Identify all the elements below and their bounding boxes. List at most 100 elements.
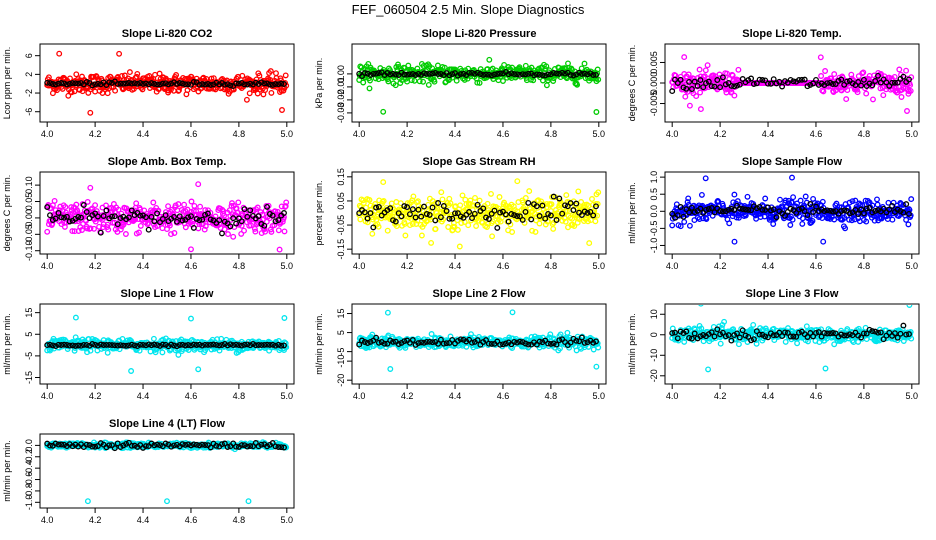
data-point <box>822 68 829 74</box>
data-point <box>375 223 382 230</box>
mean-point <box>739 327 746 334</box>
data-point <box>73 201 80 208</box>
mean-point <box>672 329 678 336</box>
data-point <box>731 191 738 198</box>
data-point <box>907 82 914 89</box>
x-tick-label: 4.8 <box>858 391 871 401</box>
mean-point <box>469 339 475 346</box>
mean-point <box>202 211 209 218</box>
x-tick-label: 4.2 <box>401 129 414 139</box>
mean-point <box>824 330 831 337</box>
mean-point <box>63 81 70 88</box>
mean-point <box>173 80 180 87</box>
mean-point <box>711 83 718 90</box>
data-point <box>848 217 855 224</box>
mean-point <box>415 340 422 347</box>
x-tick-label: 4.6 <box>497 391 510 401</box>
mean-point <box>688 335 695 342</box>
mean-point <box>796 206 802 213</box>
mean-point <box>903 201 910 208</box>
mean-point <box>858 334 865 341</box>
mean-point <box>570 207 577 214</box>
mean-point <box>199 216 206 223</box>
mean-point <box>567 71 574 78</box>
mean-point <box>466 336 473 343</box>
mean-point <box>387 205 394 212</box>
mean-point <box>719 74 726 81</box>
data-point <box>488 190 494 197</box>
y-tick-label: -0.03 <box>336 103 346 124</box>
panel-title: Slope Amb. Box Temp. <box>108 156 227 168</box>
data-point <box>281 228 288 235</box>
mean-point <box>92 81 99 88</box>
data-point <box>467 197 474 204</box>
data-point <box>697 89 704 96</box>
mean-point <box>370 224 377 231</box>
mean-point <box>190 224 197 231</box>
mean-point <box>471 70 478 77</box>
y-tick-label: -0.05 <box>336 215 346 236</box>
mean-point <box>255 342 262 348</box>
data-point <box>410 193 417 200</box>
mean-point <box>728 82 735 89</box>
x-tick-label: 5.0 <box>281 261 294 271</box>
x-tick-label: 4.0 <box>41 129 54 139</box>
data-point <box>84 198 91 205</box>
mean-point <box>748 75 755 82</box>
y-tick-label: 0.10 <box>24 176 34 194</box>
mean-point <box>807 201 814 207</box>
mean-point <box>536 213 543 219</box>
mean-point <box>432 69 439 76</box>
data-point <box>105 226 112 233</box>
mean-point <box>437 214 444 221</box>
y-tick-label: 15 <box>336 309 346 319</box>
data-point <box>122 231 129 237</box>
data-point <box>669 222 676 229</box>
mean-point <box>731 83 738 90</box>
mean-point <box>264 341 271 348</box>
mean-point <box>734 330 740 337</box>
mean-point <box>750 81 757 87</box>
data-point <box>104 349 111 356</box>
mean-point <box>784 329 791 336</box>
mean-point <box>415 70 422 77</box>
data-point <box>799 220 806 227</box>
mean-point <box>375 339 382 346</box>
data-point <box>686 222 693 229</box>
mean-point <box>497 70 504 77</box>
mean-point <box>525 199 532 206</box>
data-point <box>282 203 289 210</box>
data-point <box>509 64 516 71</box>
outlier-point <box>72 314 79 321</box>
mean-point <box>264 203 271 210</box>
mean-point <box>159 80 166 87</box>
x-tick-label: 4.8 <box>233 129 246 139</box>
y-axis-label: percent per min. <box>314 180 324 245</box>
y-tick-label: -0.2 <box>24 449 34 465</box>
data-point <box>416 78 423 85</box>
data-point <box>173 72 180 78</box>
mean-point <box>725 206 732 213</box>
data-point <box>831 71 838 78</box>
mean-point <box>137 80 144 86</box>
data-point <box>590 346 597 353</box>
outlier-point <box>116 50 123 57</box>
mean-point <box>47 212 53 219</box>
mean-point <box>776 329 783 336</box>
mean-point <box>894 79 901 86</box>
data-point <box>79 227 85 233</box>
y-tick-label: 0 <box>649 332 659 337</box>
mean-point <box>567 200 574 207</box>
data-point <box>860 69 867 76</box>
mean-point <box>745 206 752 213</box>
mean-point <box>72 342 79 349</box>
data-point <box>905 221 912 228</box>
mean-point <box>539 72 546 79</box>
mean-point <box>533 71 540 78</box>
mean-point <box>272 218 279 225</box>
data-point <box>202 223 209 230</box>
mean-point <box>491 71 498 78</box>
mean-point <box>897 330 904 337</box>
mean-point <box>373 70 380 77</box>
